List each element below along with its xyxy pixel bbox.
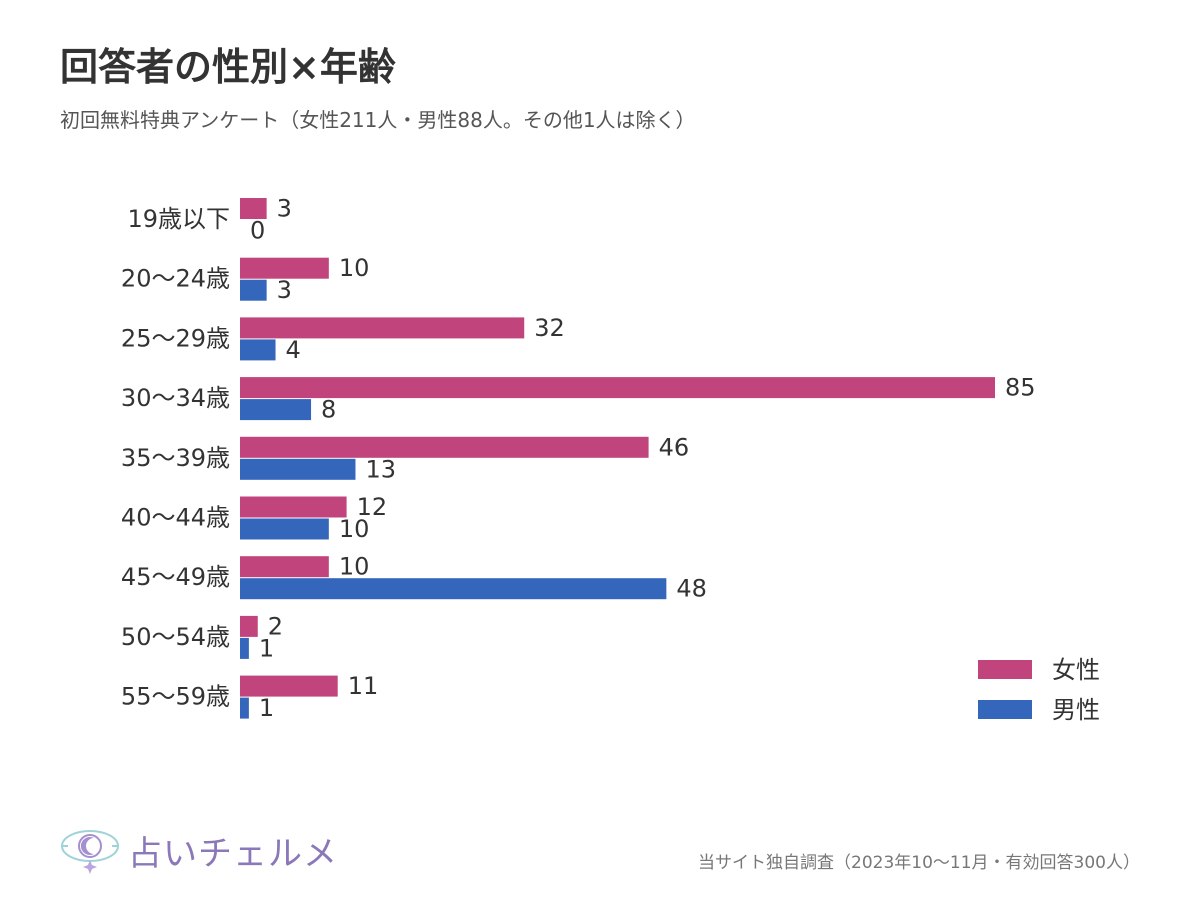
data-label-male: 8 (321, 396, 336, 424)
logo-text: 占いチェルメ (128, 834, 338, 874)
category-label: 45〜49歳 (121, 563, 230, 591)
data-label-male: 48 (676, 575, 707, 603)
category-label: 25〜29歳 (121, 324, 230, 352)
bar-female (240, 198, 267, 219)
data-label-female: 2 (268, 612, 283, 640)
data-label-female: 85 (1005, 374, 1036, 402)
bar-male (240, 279, 267, 301)
data-label-female: 10 (339, 254, 370, 282)
bar-male (240, 697, 249, 719)
bar-female (240, 615, 258, 637)
bar-male (240, 458, 356, 480)
bar-female (240, 436, 649, 458)
bar-male (240, 339, 276, 361)
data-label-male: 1 (259, 634, 274, 662)
data-label-male: 1 (259, 694, 274, 722)
bar-female (240, 317, 525, 339)
data-label-female: 12 (357, 493, 388, 521)
category-label: 50〜54歳 (121, 623, 230, 651)
data-label-male: 4 (286, 336, 301, 364)
bar-female (240, 377, 995, 399)
legend-label-female: 女性 (1052, 656, 1100, 684)
bar-male (240, 637, 249, 659)
data-label-female: 11 (348, 672, 379, 700)
bar-male (240, 399, 312, 421)
data-label-male: 3 (277, 276, 292, 304)
data-label-female: 10 (339, 553, 370, 581)
chart-title: 回答者の性別×年齢 (60, 45, 396, 89)
source-note: 当サイト独自調査（2023年10〜11月・有効回答300人） (698, 853, 1140, 873)
category-label: 35〜39歳 (121, 444, 230, 472)
legend-swatch-female (978, 660, 1032, 679)
data-label-female: 32 (534, 314, 565, 342)
bar-female (240, 675, 338, 697)
chart-subtitle: 初回無料特典アンケート（女性211人・男性88人。その他1人は除く） (60, 108, 696, 132)
data-label-male: 13 (365, 455, 396, 483)
bar-male (240, 578, 667, 600)
legend-swatch-male (978, 700, 1032, 719)
bar-female (240, 556, 329, 578)
category-label: 55〜59歳 (121, 683, 230, 711)
category-label: 30〜34歳 (121, 384, 230, 412)
bar-female (240, 257, 329, 279)
data-label-female: 3 (277, 195, 292, 223)
data-label-female: 46 (659, 433, 690, 461)
bar-female (240, 496, 347, 518)
category-label: 40〜44歳 (121, 504, 230, 532)
data-label-male: 10 (339, 515, 370, 543)
eye-moon-logo-icon (61, 830, 119, 874)
category-label: 19歳以下 (127, 205, 230, 233)
data-label-male: 0 (250, 217, 265, 245)
legend-label-male: 男性 (1052, 696, 1100, 724)
category-label: 20〜24歳 (121, 265, 230, 293)
bar-male (240, 518, 329, 540)
